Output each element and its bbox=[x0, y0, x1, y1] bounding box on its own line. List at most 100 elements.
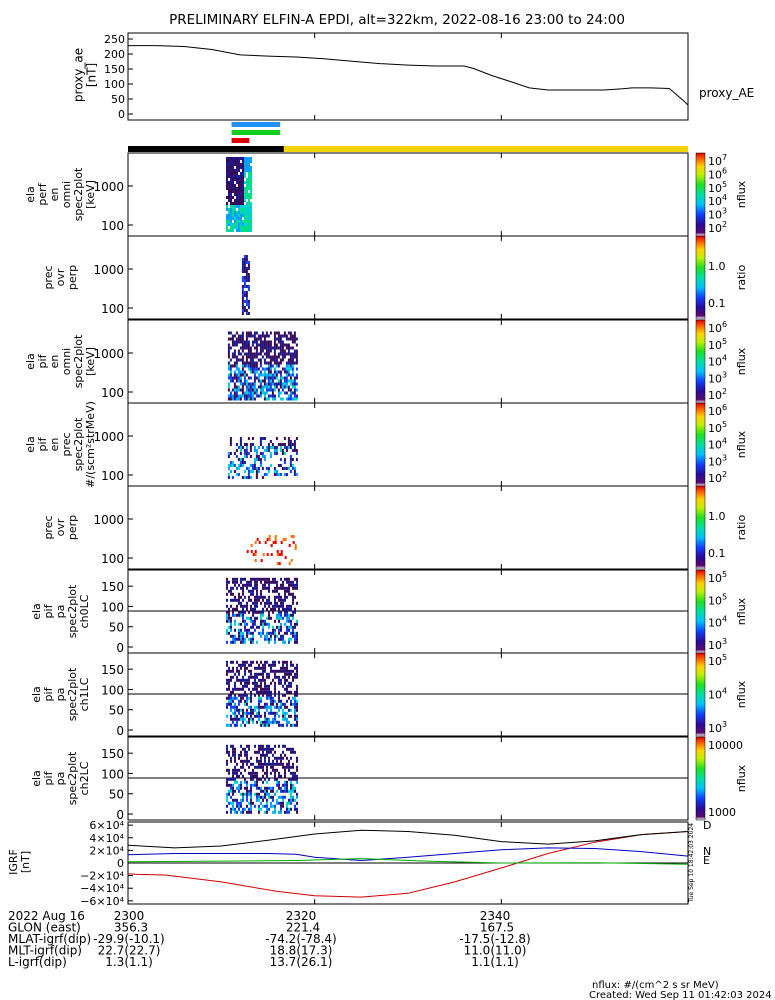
spectrogram-cell bbox=[230, 598, 232, 602]
spectrogram-cell bbox=[247, 397, 250, 401]
spectrogram-cell bbox=[261, 452, 264, 455]
spectrogram-cell bbox=[284, 610, 286, 614]
proxy-ae-legend: proxy_AE bbox=[699, 86, 754, 100]
spectrogram-cell bbox=[255, 346, 258, 350]
spectrogram-cell bbox=[254, 666, 256, 670]
spectrogram-cell bbox=[230, 181, 232, 184]
spectrogram-cell bbox=[281, 376, 284, 380]
spectrogram-cell bbox=[229, 443, 232, 446]
spectrogram-cell bbox=[269, 385, 272, 389]
spectrogram-cell bbox=[275, 343, 278, 347]
spectrogram-cell bbox=[263, 385, 266, 389]
spectrogram-cell bbox=[291, 337, 294, 341]
spectrogram-cell bbox=[288, 759, 290, 763]
spectrogram-cell bbox=[242, 747, 244, 751]
spectrogram-cell bbox=[281, 343, 284, 347]
spectrogram-cell bbox=[226, 580, 228, 584]
spectrogram-cell bbox=[239, 397, 242, 401]
spectrogram-cell bbox=[227, 455, 230, 458]
spectrogram-cell bbox=[240, 193, 242, 196]
spectrogram-cell bbox=[271, 397, 274, 401]
spectrogram-cell bbox=[278, 625, 280, 629]
spectrogram-cell bbox=[296, 774, 298, 778]
spectrogram-cell bbox=[245, 452, 248, 455]
spectrogram-cell bbox=[243, 282, 246, 285]
spectrogram-cell bbox=[290, 637, 292, 641]
spectrogram-cell bbox=[256, 711, 258, 715]
spectrogram-cell bbox=[280, 637, 282, 641]
spectrogram-cell bbox=[278, 780, 280, 784]
spectrogram-cell bbox=[240, 595, 242, 599]
spectrogram-cell bbox=[272, 720, 274, 724]
spectrogram-cell bbox=[235, 379, 238, 383]
spectrogram-cell bbox=[226, 681, 228, 685]
spectrogram-cell bbox=[232, 807, 234, 811]
spectrogram-cell bbox=[284, 586, 286, 590]
igrf-tick-label: −4×10⁴ bbox=[80, 882, 124, 895]
spectrogram-cell bbox=[228, 166, 230, 169]
spectrogram-cell bbox=[234, 202, 236, 205]
spectrogram-cell bbox=[232, 166, 234, 169]
spectrogram-cell bbox=[240, 166, 242, 169]
spectrogram-cell bbox=[243, 346, 246, 350]
spectrogram-cell bbox=[284, 556, 287, 559]
spectrogram-cell bbox=[237, 340, 240, 344]
spectrogram-cell bbox=[250, 544, 253, 547]
spectrogram-cell bbox=[232, 690, 234, 694]
spectrogram-cell bbox=[266, 705, 268, 709]
spectrogram-cell bbox=[295, 367, 298, 371]
spectrogram-cell bbox=[236, 181, 238, 184]
spectrogram-cell bbox=[253, 373, 256, 377]
spectrogram-cell bbox=[270, 616, 272, 620]
spectrogram-cell bbox=[256, 681, 258, 685]
spectrogram-cell bbox=[248, 184, 250, 187]
spectrogram-cell bbox=[292, 783, 294, 787]
spectrogram-cell bbox=[266, 774, 268, 778]
spectrogram-cell bbox=[248, 720, 250, 724]
spectrogram-cell bbox=[290, 580, 292, 584]
spectrogram-cell bbox=[248, 214, 250, 217]
spectrogram-cell bbox=[296, 777, 298, 781]
spectrogram-cell bbox=[285, 382, 288, 386]
panel-cells bbox=[241, 255, 250, 315]
spectrogram-cell bbox=[251, 343, 254, 347]
spectrogram-cell bbox=[246, 184, 248, 187]
spectrogram-cell bbox=[270, 666, 272, 670]
spectrogram-cell bbox=[238, 634, 240, 638]
spectrogram-cell bbox=[269, 373, 272, 377]
spectrogram-cell bbox=[274, 711, 276, 715]
spectrogram-cell bbox=[245, 337, 248, 341]
spectrogram-cell bbox=[267, 334, 270, 338]
spectrogram-cell bbox=[260, 753, 262, 757]
panel-axis-label-line: spec2plot bbox=[66, 667, 79, 721]
spectrogram-cell bbox=[278, 786, 280, 790]
spectrogram-cell bbox=[254, 604, 256, 608]
spectrogram-cell bbox=[279, 340, 282, 344]
spectrogram-cell bbox=[232, 229, 234, 232]
spectrogram-cell bbox=[263, 391, 266, 395]
spectrogram-cell bbox=[296, 631, 298, 635]
panel-y-tick-label: 0 bbox=[116, 641, 124, 655]
ephemeris-label: GLON (east) bbox=[8, 921, 81, 935]
spectrogram-cell bbox=[244, 678, 246, 682]
spectrogram-cell bbox=[282, 663, 284, 667]
spectrogram-cell bbox=[264, 586, 266, 590]
spectrogram-cell bbox=[278, 744, 280, 748]
spectrogram-cell bbox=[260, 610, 262, 614]
spectrogram-cell bbox=[281, 385, 284, 389]
spectrogram-cell bbox=[251, 355, 254, 359]
spectrogram-cell bbox=[238, 708, 240, 712]
spectrogram-cell bbox=[236, 696, 238, 700]
panel-axis-label-line: ch0LC bbox=[78, 594, 91, 628]
spectrogram-cell bbox=[254, 628, 256, 632]
spectrogram-cell bbox=[286, 628, 288, 632]
spectrogram-cell bbox=[247, 267, 250, 270]
spectrogram-cell bbox=[236, 166, 238, 169]
spectrogram-cell bbox=[274, 744, 276, 748]
spectrogram-cell bbox=[290, 690, 292, 694]
spectrogram-cell bbox=[250, 756, 252, 760]
spectrogram-cell bbox=[243, 279, 246, 282]
spectrogram-cell bbox=[266, 708, 268, 712]
spectrogram-cell bbox=[264, 786, 266, 790]
